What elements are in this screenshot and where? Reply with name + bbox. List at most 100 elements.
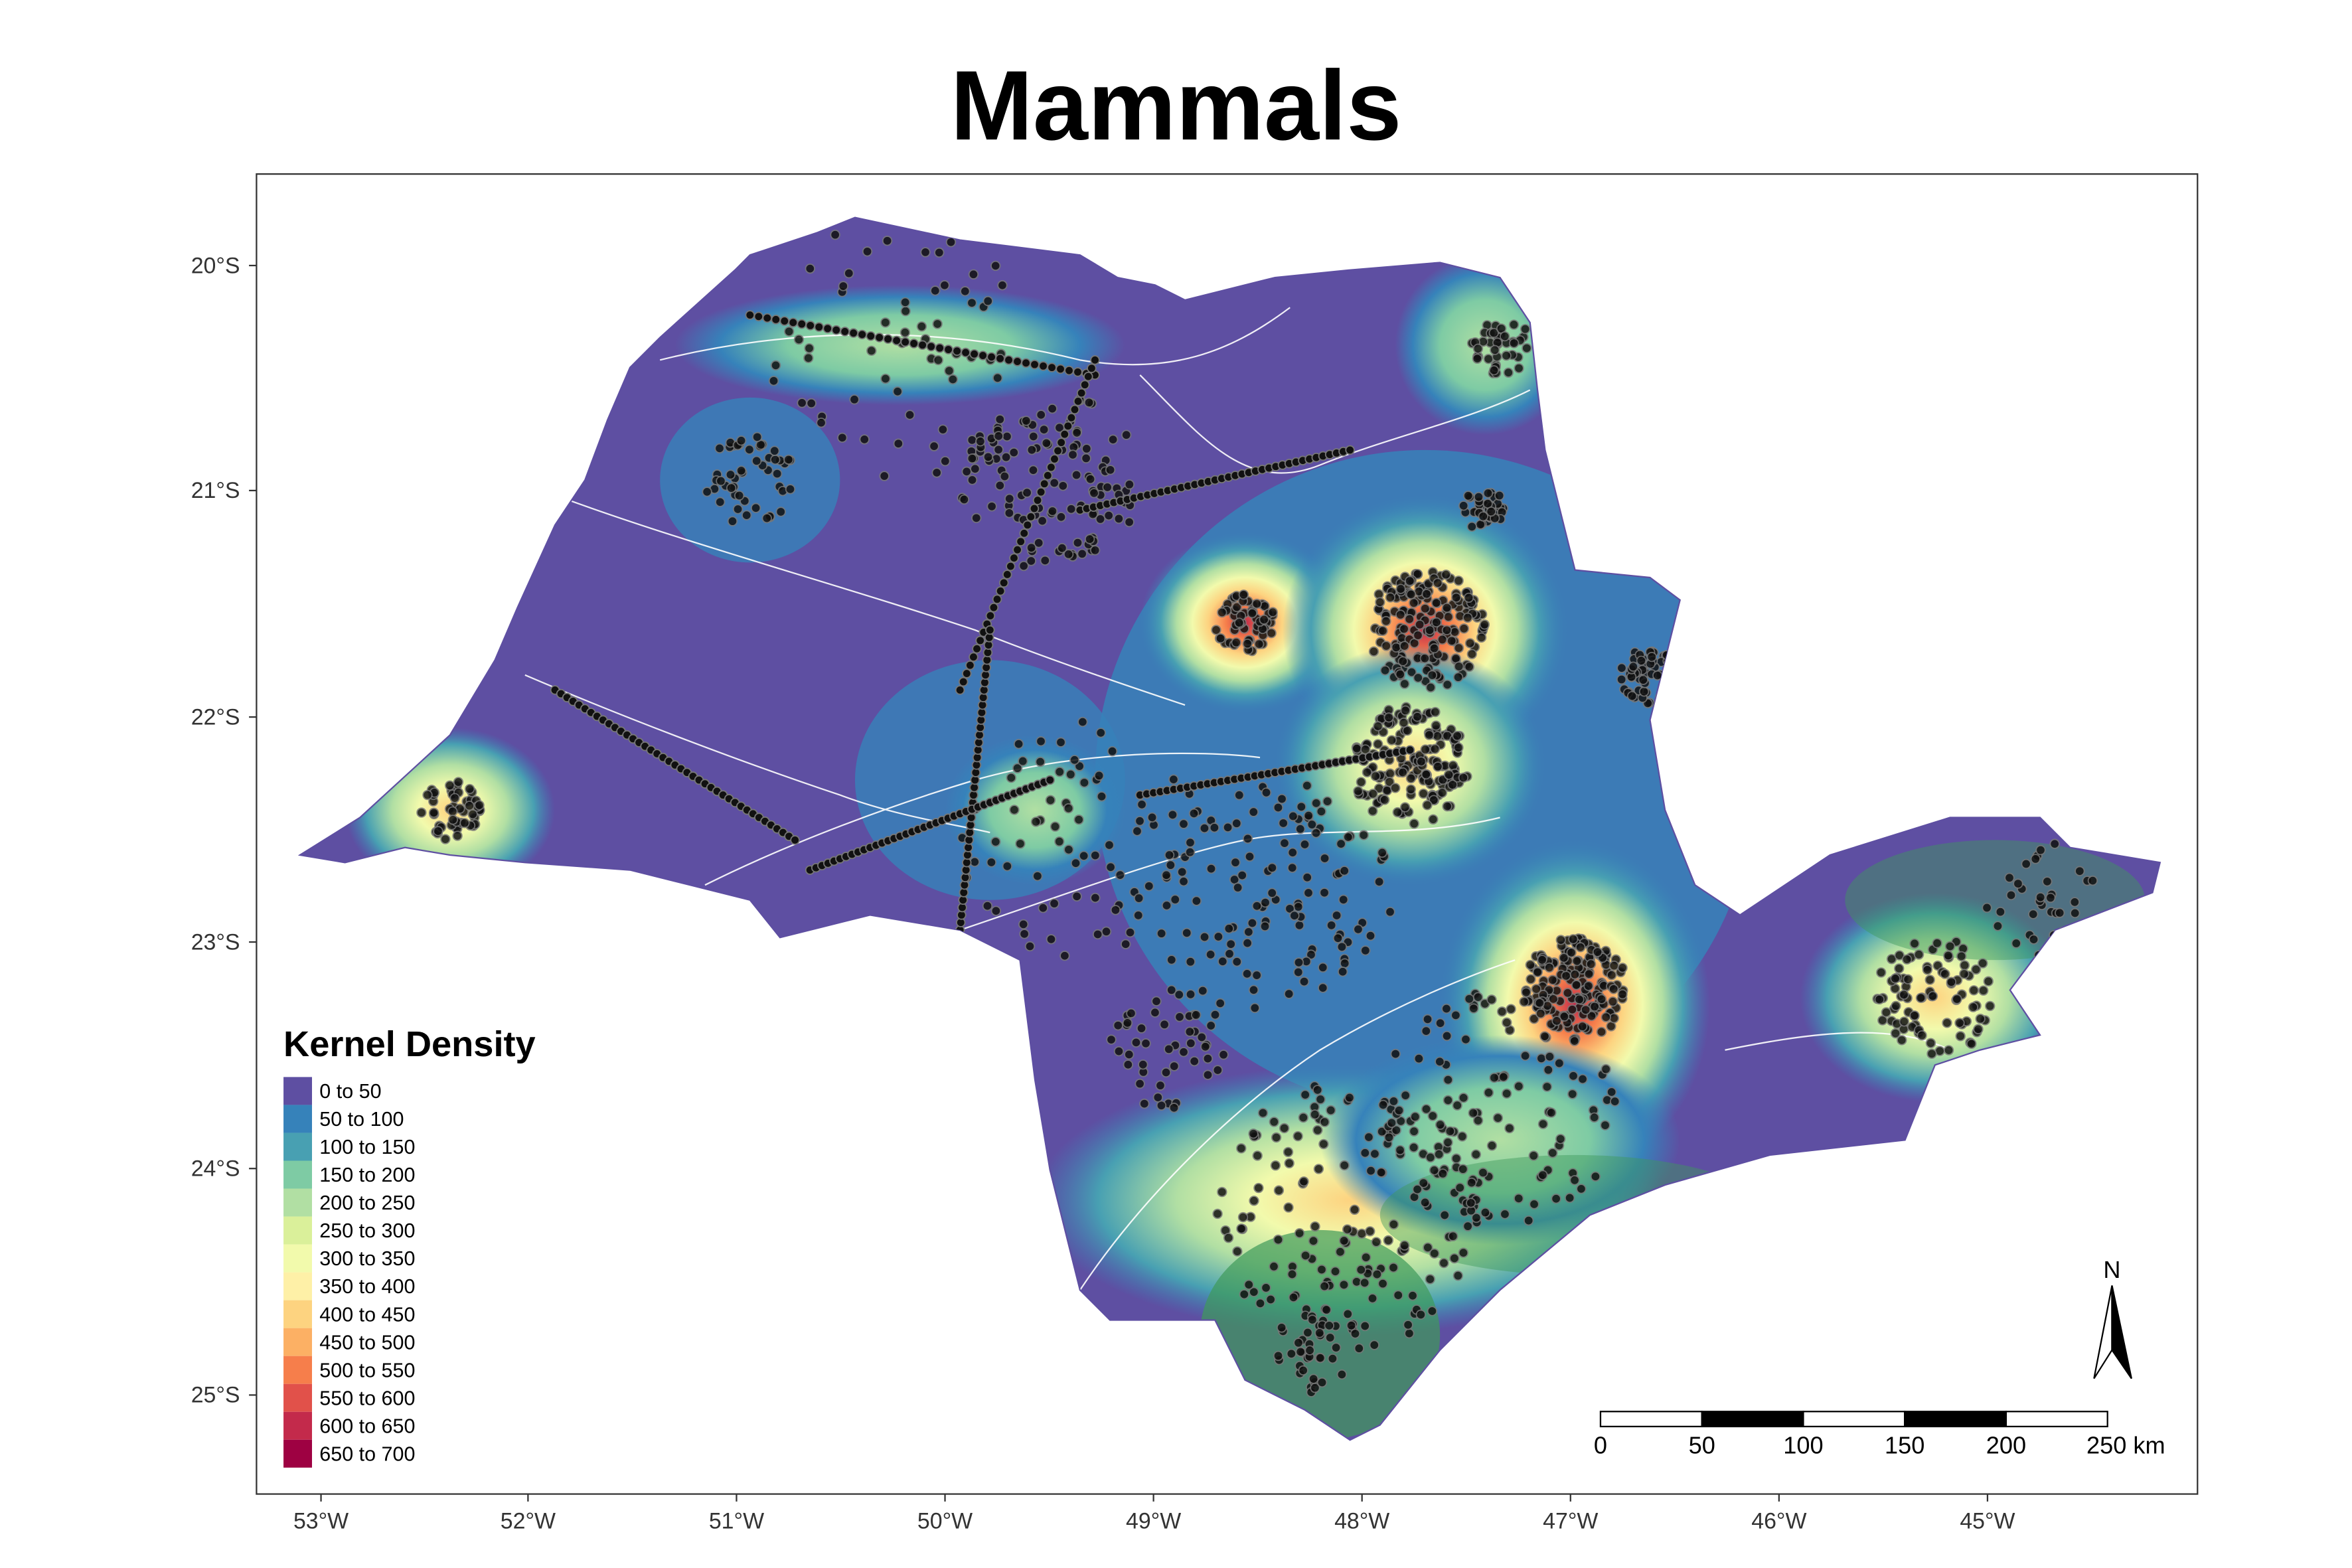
occurrence-point <box>1496 1006 1508 1017</box>
occurrence-point <box>440 834 451 844</box>
occurrence-point <box>2070 907 2080 919</box>
occurrence-point <box>1548 994 1559 1004</box>
occurrence-point <box>1267 862 1278 873</box>
legend-label: 50 to 100 <box>319 1108 404 1131</box>
x-tick: 46°W <box>1751 1494 1806 1534</box>
occurrence-point <box>1638 674 1648 685</box>
occurrence-point <box>1210 1009 1221 1020</box>
occurrence-point <box>1429 1165 1440 1176</box>
occurrence-point <box>1443 769 1454 780</box>
occurrence-point <box>1319 1281 1330 1292</box>
occurrence-point <box>1522 343 1532 354</box>
occurrence-point <box>1409 819 1419 829</box>
occurrence-point <box>1040 555 1050 566</box>
occurrence-point <box>1056 437 1066 447</box>
occurrence-point <box>988 602 999 613</box>
occurrence-point <box>1000 451 1012 463</box>
occurrence-point <box>1113 1020 1123 1031</box>
occurrence-point <box>1439 1257 1449 1269</box>
occurrence-point <box>1589 1112 1600 1123</box>
occurrence-point <box>1039 479 1050 489</box>
occurrence-point <box>433 826 443 836</box>
occurrence-point <box>1559 953 1569 963</box>
occurrence-point <box>1164 1044 1174 1055</box>
occurrence-point <box>952 346 962 356</box>
occurrence-point <box>1397 767 1408 778</box>
occurrence-point <box>1215 998 1225 1009</box>
legend-swatch <box>283 1300 312 1328</box>
occurrence-point <box>945 237 957 248</box>
occurrence-point <box>972 644 982 654</box>
occurrence-point <box>1177 866 1188 878</box>
occurrence-point <box>1422 800 1433 811</box>
occurrence-point <box>1269 1117 1279 1127</box>
occurrence-point <box>1924 975 1935 985</box>
occurrence-point <box>1943 950 1954 961</box>
occurrence-point <box>1131 1037 1142 1048</box>
occurrence-point <box>1561 971 1571 981</box>
occurrence-point <box>1472 353 1483 364</box>
occurrence-point <box>1429 1248 1440 1259</box>
occurrence-point <box>1468 1003 1479 1014</box>
occurrence-point <box>1564 1192 1575 1204</box>
x-tick: 45°W <box>1960 1494 2015 1534</box>
occurrence-point <box>1617 963 1628 973</box>
occurrence-point <box>1534 998 1545 1008</box>
occurrence-point <box>1322 796 1333 807</box>
occurrence-point <box>1544 962 1555 973</box>
occurrence-point <box>1917 1030 1927 1041</box>
occurrence-point <box>1435 1056 1445 1067</box>
occurrence-point <box>1346 1320 1357 1331</box>
scale-label: 250 km <box>2086 1432 2165 1459</box>
occurrence-point <box>1004 493 1015 504</box>
legend-label: 450 to 500 <box>319 1331 415 1354</box>
occurrence-point <box>1356 1228 1368 1239</box>
occurrence-point <box>1206 863 1217 874</box>
occurrence-point <box>1136 1023 1147 1034</box>
occurrence-point <box>816 418 826 428</box>
occurrence-point <box>1427 1306 1438 1316</box>
occurrence-point <box>1242 638 1253 649</box>
occurrence-point <box>1185 847 1196 858</box>
occurrence-point <box>900 305 911 317</box>
occurrence-point <box>814 322 824 332</box>
occurrence-point <box>1367 1293 1378 1304</box>
occurrence-point <box>2049 838 2060 849</box>
occurrence-point <box>1537 1170 1548 1180</box>
occurrence-point <box>1307 1314 1318 1325</box>
occurrence-point <box>1978 985 1989 996</box>
occurrence-point <box>1243 927 1254 937</box>
occurrence-point <box>1636 655 1647 666</box>
occurrence-point <box>1065 769 1076 780</box>
occurrence-point <box>2011 938 2021 949</box>
y-tick: 24°S <box>191 1156 257 1182</box>
occurrence-point <box>1403 1320 1413 1330</box>
occurrence-point <box>1019 929 1030 939</box>
occurrence-point <box>1525 959 1536 971</box>
occurrence-point <box>1095 728 1106 738</box>
occurrence-point <box>1547 1148 1558 1158</box>
occurrence-point <box>992 594 1002 604</box>
occurrence-point <box>1164 850 1175 860</box>
occurrence-point <box>1466 1198 1476 1208</box>
svg-text:23°S: 23°S <box>191 929 240 955</box>
occurrence-point <box>1437 1168 1449 1179</box>
occurrence-point <box>1016 536 1026 546</box>
occurrence-point <box>1551 1194 1561 1204</box>
x-tick: 49°W <box>1126 1494 1181 1534</box>
occurrence-point <box>1608 984 1619 994</box>
occurrence-point <box>1954 1018 1965 1028</box>
occurrence-point <box>1105 862 1116 872</box>
occurrence-point <box>1232 882 1243 893</box>
occurrence-point <box>1425 1152 1436 1163</box>
occurrence-point <box>1218 1050 1229 1060</box>
occurrence-point <box>955 685 965 695</box>
occurrence-point <box>1012 544 1022 555</box>
svg-text:21°S: 21°S <box>191 478 240 503</box>
occurrence-point <box>1231 957 1242 967</box>
occurrence-point <box>1486 506 1496 517</box>
occurrence-point <box>1295 824 1306 834</box>
occurrence-point <box>1430 706 1441 718</box>
occurrence-point <box>1909 1010 1920 1021</box>
